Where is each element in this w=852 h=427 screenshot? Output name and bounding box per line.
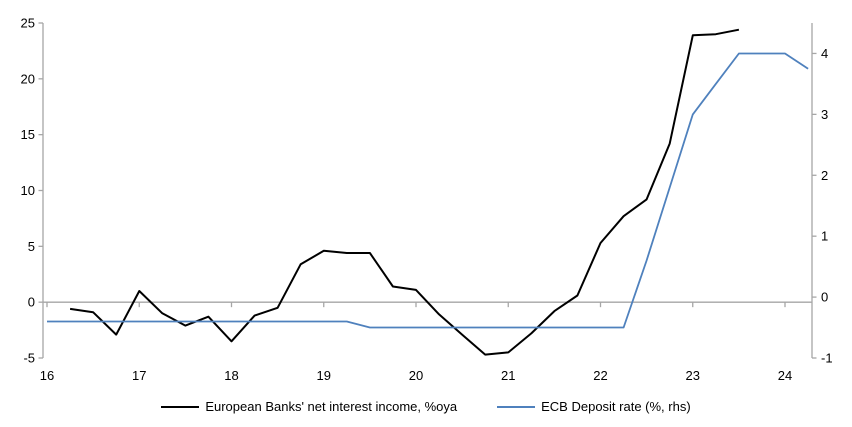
x-axis-tick-label: 16 — [40, 368, 54, 383]
x-axis-tick-label: 22 — [593, 368, 607, 383]
net-interest-income-line-swatch — [161, 405, 200, 408]
x-axis-tick-label: 24 — [778, 368, 792, 383]
x-axis-tick-label: 23 — [686, 368, 700, 383]
net-interest-income-legend-label: European Banks' net interest income, %oy… — [205, 399, 458, 414]
legend-item-net-interest-income: European Banks' net interest income, %oy… — [161, 399, 457, 414]
right-axis-tick-label: 0 — [821, 290, 828, 305]
right-axis-tick-label: 4 — [821, 46, 828, 61]
x-axis-tick-label: 19 — [317, 368, 331, 383]
left-axis-tick-label: 10 — [21, 183, 35, 198]
right-axis-tick-label: 1 — [821, 229, 828, 244]
right-axis-tick-label: 3 — [821, 107, 828, 122]
ecb-deposit-rate-line-swatch — [497, 405, 536, 408]
left-axis-tick-label: 25 — [21, 16, 35, 31]
legend-item-ecb-deposit-rate: ECB Deposit rate (%, rhs) — [497, 399, 691, 414]
left-axis-tick-label: 0 — [28, 295, 35, 310]
x-axis-tick-label: 17 — [132, 368, 146, 383]
right-axis-tick-label: -1 — [821, 351, 833, 366]
ecb-deposit-rate-line — [47, 52, 809, 329]
left-axis-tick-label: 5 — [28, 239, 35, 254]
x-axis-tick-label: 20 — [409, 368, 423, 383]
left-axis-tick-label: -5 — [23, 351, 35, 366]
x-axis-tick-label: 21 — [501, 368, 515, 383]
left-axis-tick-label: 20 — [21, 71, 35, 86]
net-interest-income-line — [69, 28, 740, 356]
legend: European Banks' net interest income, %oy… — [0, 399, 852, 414]
right-axis-tick-label: 2 — [821, 168, 828, 183]
ecb-deposit-rate-legend-label: ECB Deposit rate (%, rhs) — [541, 399, 691, 414]
left-axis-tick-label: 15 — [21, 127, 35, 142]
x-axis-tick-label: 18 — [224, 368, 238, 383]
